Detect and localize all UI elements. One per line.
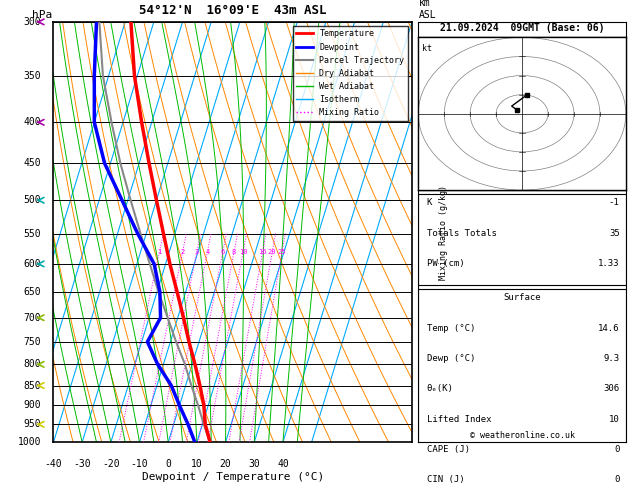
Text: 4: 4 <box>205 249 209 255</box>
Text: PW (cm): PW (cm) <box>426 259 464 268</box>
Text: θₑ(K): θₑ(K) <box>426 384 454 393</box>
Text: 4: 4 <box>421 260 426 268</box>
Text: 850: 850 <box>23 381 41 391</box>
Text: 10: 10 <box>239 249 247 255</box>
Text: 550: 550 <box>23 228 41 239</box>
Text: 0: 0 <box>615 475 620 484</box>
Text: 800: 800 <box>23 359 41 369</box>
Text: 20: 20 <box>220 459 231 469</box>
Text: 350: 350 <box>23 70 41 81</box>
Text: hPa: hPa <box>32 10 52 20</box>
Text: 300: 300 <box>23 17 41 27</box>
Text: 5: 5 <box>421 229 426 238</box>
Bar <box>418 194 626 285</box>
Text: kt: kt <box>423 44 432 52</box>
Text: 1: 1 <box>421 381 426 390</box>
Text: Lifted Index: Lifted Index <box>426 415 491 423</box>
Text: 6: 6 <box>421 196 426 205</box>
Text: Temp (°C): Temp (°C) <box>426 324 475 333</box>
Text: 35: 35 <box>609 229 620 238</box>
Text: 8: 8 <box>232 249 236 255</box>
Text: 6: 6 <box>221 249 225 255</box>
Text: 1.33: 1.33 <box>598 259 620 268</box>
Text: Dewp (°C): Dewp (°C) <box>426 354 475 363</box>
Text: 2: 2 <box>181 249 185 255</box>
Text: -40: -40 <box>45 459 62 469</box>
Text: 950: 950 <box>23 419 41 429</box>
Text: 2: 2 <box>421 360 426 369</box>
Text: -30: -30 <box>74 459 91 469</box>
Text: 14.6: 14.6 <box>598 324 620 333</box>
Text: LCL: LCL <box>421 420 436 429</box>
Text: 600: 600 <box>23 259 41 269</box>
Text: 0: 0 <box>165 459 171 469</box>
Text: Surface: Surface <box>503 294 541 302</box>
Text: 500: 500 <box>23 195 41 205</box>
Text: Dewpoint / Temperature (°C): Dewpoint / Temperature (°C) <box>142 472 324 482</box>
Text: 700: 700 <box>23 312 41 323</box>
Text: 900: 900 <box>23 400 41 411</box>
Text: 20: 20 <box>268 249 277 255</box>
Text: 40: 40 <box>277 459 289 469</box>
Text: 3: 3 <box>195 249 199 255</box>
Text: 25: 25 <box>278 249 286 255</box>
Text: km
ASL: km ASL <box>419 0 437 20</box>
Text: 9.3: 9.3 <box>603 354 620 363</box>
Text: -20: -20 <box>102 459 120 469</box>
Legend: Temperature, Dewpoint, Parcel Trajectory, Dry Adiabat, Wet Adiabat, Isotherm, Mi: Temperature, Dewpoint, Parcel Trajectory… <box>293 26 408 121</box>
Text: Totals Totals: Totals Totals <box>426 229 496 238</box>
Text: 8: 8 <box>421 71 426 80</box>
Text: 1: 1 <box>421 401 426 410</box>
Text: 3: 3 <box>421 313 426 322</box>
Text: 0: 0 <box>615 445 620 454</box>
Text: 2: 2 <box>421 337 426 347</box>
Text: 6: 6 <box>421 159 426 168</box>
Text: 750: 750 <box>23 337 41 347</box>
Text: 21.09.2024  09GMT (Base: 06): 21.09.2024 09GMT (Base: 06) <box>440 23 604 33</box>
Text: 650: 650 <box>23 287 41 297</box>
Text: CAPE (J): CAPE (J) <box>426 445 470 454</box>
Text: 400: 400 <box>23 117 41 127</box>
Text: -10: -10 <box>131 459 148 469</box>
Text: 1000: 1000 <box>18 437 41 447</box>
Bar <box>418 37 626 190</box>
Text: 54°12'N  16°09'E  43m ASL: 54°12'N 16°09'E 43m ASL <box>139 4 326 17</box>
Text: CIN (J): CIN (J) <box>426 475 464 484</box>
Text: -1: -1 <box>609 198 620 208</box>
Text: 16: 16 <box>259 249 267 255</box>
Text: 10: 10 <box>191 459 203 469</box>
Bar <box>418 289 626 486</box>
Text: 10: 10 <box>609 415 620 423</box>
Text: 30: 30 <box>248 459 260 469</box>
Text: © weatheronline.co.uk: © weatheronline.co.uk <box>470 431 574 440</box>
Text: Mixing Ratio (g/kg): Mixing Ratio (g/kg) <box>439 185 448 279</box>
Text: 1: 1 <box>157 249 162 255</box>
Text: 7: 7 <box>421 118 426 127</box>
Text: K: K <box>426 198 432 208</box>
Text: 306: 306 <box>603 384 620 393</box>
Text: 450: 450 <box>23 158 41 169</box>
